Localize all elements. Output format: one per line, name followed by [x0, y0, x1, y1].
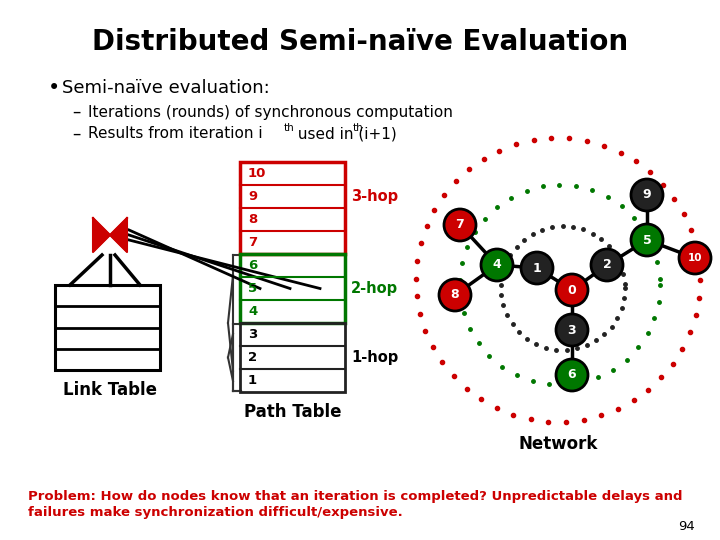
Text: Link Table: Link Table [63, 381, 157, 399]
Text: –: – [72, 103, 81, 121]
Bar [55, 285, 160, 370]
Polygon shape [110, 218, 127, 252]
Circle shape [556, 314, 588, 346]
Text: Distributed Semi-naïve Evaluation: Distributed Semi-naïve Evaluation [92, 28, 628, 56]
Text: 4: 4 [492, 259, 501, 272]
Bar [240, 254, 345, 323]
Circle shape [521, 252, 553, 284]
Circle shape [556, 359, 588, 391]
Circle shape [591, 249, 623, 281]
Text: 9: 9 [643, 188, 652, 201]
Text: 7: 7 [248, 236, 257, 249]
Text: 3: 3 [248, 328, 257, 341]
Text: 6: 6 [567, 368, 576, 381]
Bar [240, 162, 345, 254]
Text: 5: 5 [643, 233, 652, 246]
Text: Path Table: Path Table [244, 403, 341, 421]
Circle shape [631, 179, 663, 211]
Bar [240, 323, 345, 392]
Circle shape [481, 249, 513, 281]
Text: 5: 5 [248, 282, 257, 295]
Text: Iterations (rounds) of synchronous computation: Iterations (rounds) of synchronous compu… [88, 105, 453, 119]
Text: 3-hop: 3-hop [351, 189, 398, 204]
Text: •: • [48, 78, 60, 98]
Text: Results from iteration i: Results from iteration i [88, 126, 263, 141]
Text: 8: 8 [248, 213, 257, 226]
Text: 2-hop: 2-hop [351, 281, 398, 296]
Text: 8: 8 [451, 288, 459, 301]
Circle shape [679, 242, 711, 274]
Text: 1-hop: 1-hop [351, 350, 398, 365]
Text: 9: 9 [248, 190, 257, 203]
Text: Network: Network [518, 435, 598, 453]
Text: 4: 4 [248, 305, 257, 318]
Text: 1: 1 [533, 261, 541, 274]
Text: 94: 94 [678, 519, 695, 532]
Text: failures make synchronization difficult/expensive.: failures make synchronization difficult/… [28, 506, 402, 519]
Text: 2: 2 [248, 351, 257, 364]
Text: th: th [353, 123, 364, 133]
Circle shape [439, 279, 471, 311]
Text: 3: 3 [567, 323, 576, 336]
Text: Semi-naïve evaluation:: Semi-naïve evaluation: [62, 79, 270, 97]
Circle shape [631, 224, 663, 256]
Circle shape [444, 209, 476, 241]
Text: –: – [72, 125, 81, 143]
Text: 10: 10 [248, 167, 266, 180]
Polygon shape [93, 218, 110, 252]
Text: 0: 0 [567, 284, 577, 296]
Text: Problem: How do nodes know that an iteration is completed? Unpredictable delays : Problem: How do nodes know that an itera… [28, 490, 683, 503]
Text: th: th [284, 123, 294, 133]
Text: 6: 6 [248, 259, 257, 272]
Text: 10: 10 [688, 253, 702, 263]
Text: 1: 1 [248, 374, 257, 387]
Text: 2: 2 [603, 259, 611, 272]
Text: 7: 7 [456, 219, 464, 232]
Text: used in (i+1): used in (i+1) [293, 126, 397, 141]
Circle shape [556, 274, 588, 306]
